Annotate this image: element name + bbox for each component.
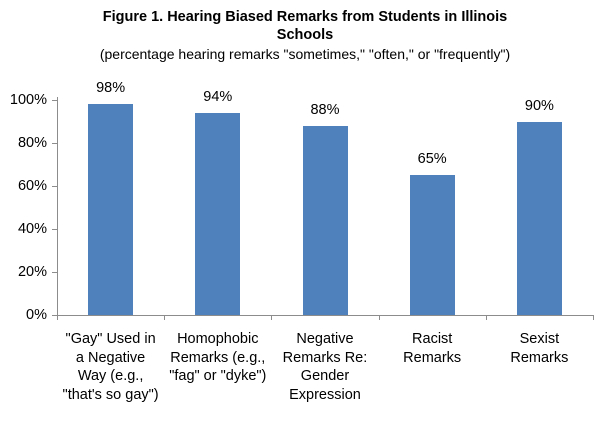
category-label: "Gay" Used in a Negative Way (e.g., "that's… <box>57 330 164 404</box>
bar-value-label: 98% <box>96 80 126 97</box>
category-label-line: Gender <box>300 368 350 384</box>
category-label-line: Racist <box>412 331 453 347</box>
bar <box>88 104 134 315</box>
category-label: Homophobic Remarks (e.g., "fag" or "dyke") <box>164 330 271 386</box>
category-label-line: a Negative <box>75 349 146 366</box>
y-axis-tick <box>52 143 57 144</box>
category-label-line: Remarks <box>403 349 462 366</box>
category-label: Sexist Remarks <box>486 330 593 367</box>
bar-value-label: 94% <box>203 88 233 105</box>
bar <box>516 121 562 315</box>
y-axis-tick <box>52 229 57 230</box>
chart-title-line-2: Schools <box>276 27 334 43</box>
category-label-line: Remarks (e.g., <box>170 349 266 366</box>
bar <box>302 125 348 315</box>
y-axis-tick-label: 40% <box>17 220 47 237</box>
y-axis-line <box>57 97 58 316</box>
category-label-line: Way (e.g., <box>77 368 144 384</box>
bar-value-label: 88% <box>310 101 340 118</box>
chart-title: Figure 1. Hearing Biased Remarks from St… <box>0 8 610 44</box>
category-label-line: "that's so gay") <box>62 386 159 403</box>
category-label-line: Expression <box>289 386 361 403</box>
category-label-line: Remarks <box>510 349 569 366</box>
category-label-line: Remarks Re: <box>282 349 368 366</box>
bar <box>195 112 241 315</box>
y-axis-tick-label: 20% <box>17 263 47 280</box>
category-label-line: Negative <box>296 331 354 347</box>
x-axis-tick <box>378 316 380 320</box>
category-label-line: Homophobic <box>177 331 259 347</box>
bar-value-label: 65% <box>417 151 447 168</box>
bar-value-label: 90% <box>524 97 554 114</box>
y-axis-tick-label: 80% <box>17 134 47 151</box>
y-axis-tick-label: 0% <box>26 306 47 323</box>
category-label-line: "fag" or "dyke") <box>169 368 267 384</box>
y-axis-tick <box>52 186 57 187</box>
chart-subtitle: (percentage hearing remarks "sometimes,"… <box>99 46 511 62</box>
x-axis-line <box>52 315 594 316</box>
x-axis-tick <box>164 316 166 320</box>
y-axis-tick <box>52 272 57 273</box>
category-label: Negative Remarks Re: Gender Expression <box>271 330 378 404</box>
y-axis-tick <box>52 315 57 316</box>
category-label-line: Sexist <box>519 331 560 347</box>
x-axis-tick <box>485 316 487 320</box>
y-axis-tick-label: 60% <box>17 177 47 194</box>
y-axis-tick <box>52 100 57 101</box>
x-axis-tick <box>271 316 273 320</box>
category-label: Racist Remarks <box>379 330 486 367</box>
y-axis-tick-label: 100% <box>9 91 47 108</box>
category-label-line: "Gay" Used in <box>65 331 156 347</box>
bar <box>409 175 455 315</box>
x-axis-tick <box>593 316 594 320</box>
x-axis-tick <box>57 316 58 320</box>
chart-title-line-1: Figure 1. Hearing Biased Remarks from St… <box>102 9 508 25</box>
